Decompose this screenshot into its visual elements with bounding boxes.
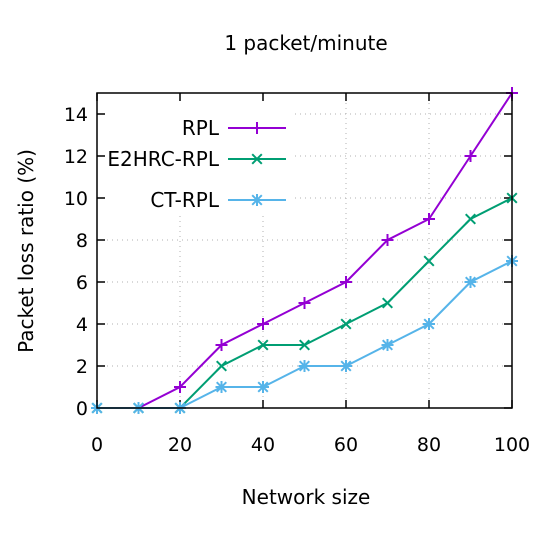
data-point bbox=[298, 297, 311, 309]
legend-label: E2HRC-RPL bbox=[107, 147, 219, 171]
data-point bbox=[251, 122, 263, 134]
x-axis-title: Network size bbox=[242, 485, 371, 509]
marker-stroke bbox=[381, 339, 394, 351]
y-tick-label: 0 bbox=[76, 398, 88, 420]
y-tick-label: 2 bbox=[76, 356, 88, 378]
series-ct-rpl bbox=[91, 255, 518, 414]
legend-item: RPL bbox=[182, 116, 286, 140]
y-tick-label: 4 bbox=[76, 314, 88, 336]
series-group bbox=[91, 87, 518, 414]
data-point bbox=[215, 339, 228, 351]
data-point bbox=[257, 318, 269, 330]
series-line bbox=[97, 260, 513, 409]
marker-stroke bbox=[298, 360, 311, 372]
y-tick-label: 6 bbox=[76, 272, 88, 294]
marker-stroke bbox=[251, 194, 263, 206]
data-point bbox=[381, 339, 394, 351]
data-point bbox=[381, 297, 394, 309]
data-point bbox=[464, 213, 477, 225]
y-tick-label: 10 bbox=[64, 188, 88, 210]
x-tick-label: 20 bbox=[168, 434, 192, 456]
x-tick-label: 60 bbox=[334, 434, 358, 456]
marker-stroke bbox=[215, 381, 228, 393]
axes: 0 2 4 6 8 10 12 14 0 20 40 60 80 100 bbox=[64, 93, 530, 456]
data-point bbox=[464, 276, 477, 288]
data-point bbox=[423, 255, 435, 267]
data-point bbox=[423, 318, 435, 330]
marker-stroke bbox=[251, 153, 263, 165]
marker-stroke bbox=[257, 339, 269, 351]
legend-item: E2HRC-RPL bbox=[107, 147, 286, 171]
x-tick-label: 80 bbox=[417, 434, 441, 456]
x-tick-label: 0 bbox=[91, 434, 103, 456]
plot-frame bbox=[96, 92, 513, 409]
marker-stroke bbox=[381, 297, 394, 309]
x-tick-label: 40 bbox=[251, 434, 275, 456]
data-point bbox=[340, 360, 352, 372]
data-point bbox=[251, 153, 263, 165]
y-tick-label: 12 bbox=[64, 146, 88, 168]
y-tick-label: 8 bbox=[76, 230, 88, 252]
y-axis-title: Packet loss ratio (%) bbox=[14, 149, 38, 353]
legend-item: CT-RPL bbox=[150, 188, 286, 212]
data-point bbox=[298, 339, 311, 351]
data-point bbox=[340, 318, 352, 330]
data-point bbox=[340, 276, 352, 288]
data-point bbox=[464, 150, 477, 162]
data-point bbox=[215, 360, 228, 372]
data-point bbox=[381, 234, 394, 246]
marker-stroke bbox=[423, 318, 435, 330]
legend: RPL E2HRC-RPL CT-RPL bbox=[107, 116, 286, 212]
marker-stroke bbox=[215, 360, 228, 372]
series-rpl bbox=[91, 87, 518, 414]
marker-stroke bbox=[464, 276, 477, 288]
chart-title: 1 packet/minute bbox=[224, 31, 387, 55]
data-point bbox=[257, 339, 269, 351]
marker-stroke bbox=[464, 213, 477, 225]
x-tick-label: 100 bbox=[494, 434, 530, 456]
marker-stroke bbox=[298, 339, 311, 351]
marker-stroke bbox=[340, 318, 352, 330]
data-point bbox=[423, 213, 435, 225]
data-point bbox=[215, 381, 228, 393]
data-point bbox=[251, 194, 263, 206]
legend-label: CT-RPL bbox=[150, 188, 220, 212]
data-point bbox=[257, 381, 269, 393]
data-point bbox=[298, 360, 311, 372]
legend-label: RPL bbox=[182, 116, 220, 140]
marker-stroke bbox=[257, 381, 269, 393]
y-tick-label: 14 bbox=[64, 104, 88, 126]
marker-stroke bbox=[423, 255, 435, 267]
data-point bbox=[174, 381, 186, 393]
marker-stroke bbox=[340, 360, 352, 372]
